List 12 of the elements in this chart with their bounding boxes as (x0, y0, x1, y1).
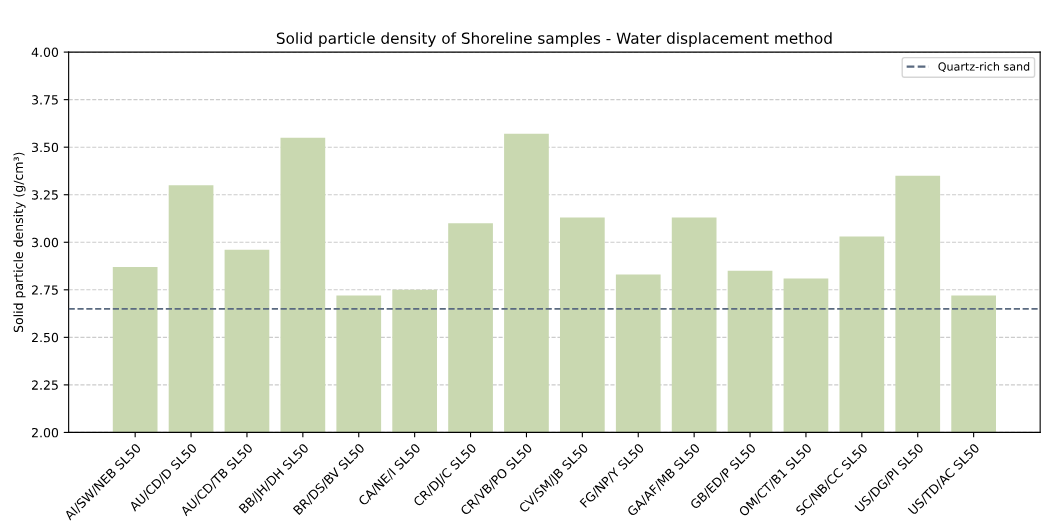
y-tick-label: 3.00 (32, 237, 59, 248)
y-tick-label: 4.00 (31, 47, 59, 58)
y-tick-label: 2.00 (32, 427, 59, 438)
y-tick-label: 3.50 (32, 142, 59, 153)
y-tick-label: 2.50 (32, 332, 59, 343)
y-axis-title: Solid particle density (g/cm³) (13, 152, 26, 333)
y-tick-label: 3.75 (32, 95, 58, 105)
y-tick-label: 2.75 (32, 285, 58, 295)
chart-title: Solid particle density of Shoreline samples - Water displacement method (276, 32, 832, 47)
y-tick-label: 2.25 (32, 380, 58, 390)
y-tick-label: 3.25 (32, 190, 58, 200)
legend-label: Quartz-rich sand (938, 62, 1030, 72)
